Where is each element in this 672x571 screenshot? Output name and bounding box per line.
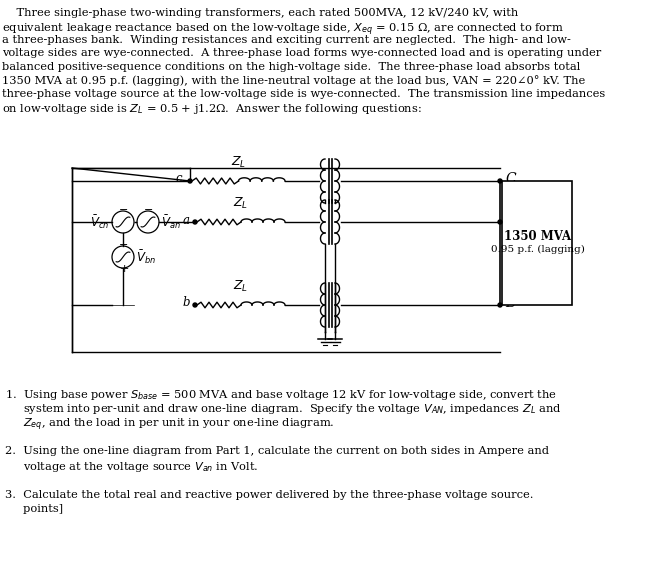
Text: balanced positive-sequence conditions on the high-voltage side.  The three-phase: balanced positive-sequence conditions on… [2, 62, 580, 72]
Text: $Z_L$: $Z_L$ [233, 196, 249, 211]
Text: 1350 MVA: 1350 MVA [505, 230, 572, 243]
Text: −: − [120, 205, 128, 215]
Circle shape [498, 179, 502, 183]
Text: −: − [144, 205, 154, 215]
Text: c: c [175, 172, 182, 186]
Circle shape [498, 220, 502, 224]
Circle shape [188, 179, 192, 183]
Circle shape [193, 303, 197, 307]
Text: 0.95 p.f. (lagging): 0.95 p.f. (lagging) [491, 244, 585, 254]
Text: $\bar{V}_{an}$: $\bar{V}_{an}$ [161, 213, 181, 231]
Text: $Z_L$: $Z_L$ [231, 155, 246, 170]
Text: $\bar{V}_{bn}$: $\bar{V}_{bn}$ [136, 248, 156, 266]
Circle shape [498, 303, 502, 307]
Text: points]: points] [5, 504, 63, 514]
Text: A: A [505, 213, 515, 227]
Text: +: + [120, 264, 128, 274]
Circle shape [193, 220, 197, 224]
Text: Three single-phase two-winding transformers, each rated 500MVA, 12 kV/240 kV, wi: Three single-phase two-winding transform… [2, 8, 518, 18]
Text: a three-phases bank.  Winding resistances and exciting current are neglected.  T: a three-phases bank. Winding resistances… [2, 35, 571, 45]
Text: $Z_L$: $Z_L$ [233, 279, 249, 294]
Text: b: b [183, 296, 190, 309]
Text: on low-voltage side is $Z_L$ = 0.5 + j1.2Ω.  Answer the following questions:: on low-voltage side is $Z_L$ = 0.5 + j1.… [2, 103, 422, 116]
Text: 1350 MVA at 0.95 p.f. (lagging), with the line-neutral voltage at the load bus, : 1350 MVA at 0.95 p.f. (lagging), with th… [2, 75, 585, 86]
Text: 2.  Using the one-line diagram from Part 1, calculate the current on both sides : 2. Using the one-line diagram from Part … [5, 446, 549, 456]
Text: system into per-unit and draw one-line diagram.  Specify the voltage $V_{AN}$, i: system into per-unit and draw one-line d… [5, 403, 562, 416]
Text: 3.  Calculate the total real and reactive power delivered by the three-phase vol: 3. Calculate the total real and reactive… [5, 489, 534, 500]
Text: B: B [505, 296, 515, 310]
Text: 1.  Using base power $S_{base}$ = 500 MVA and base voltage 12 kV for low-voltage: 1. Using base power $S_{base}$ = 500 MVA… [5, 388, 556, 402]
Text: voltage sides are wye-connected.  A three-phase load forms wye-connected load an: voltage sides are wye-connected. A three… [2, 49, 601, 58]
Text: a: a [183, 214, 190, 227]
Text: $\bar{V}_{cn}$: $\bar{V}_{cn}$ [89, 213, 109, 231]
Text: $Z_{eq}$, and the load in per unit in your one-line diagram.: $Z_{eq}$, and the load in per unit in yo… [5, 417, 335, 433]
Text: three-phase voltage source at the low-voltage side is wye-connected.  The transm: three-phase voltage source at the low-vo… [2, 89, 605, 99]
Text: equivalent leakage reactance based on the low-voltage side, $X_{eq}$ = 0.15 Ω, a: equivalent leakage reactance based on th… [2, 22, 564, 38]
Text: C: C [505, 172, 515, 186]
Text: voltage at the voltage source $V_{an}$ in Volt.: voltage at the voltage source $V_{an}$ i… [5, 460, 258, 475]
Bar [502, 181, 572, 305]
Text: −: − [120, 240, 128, 250]
